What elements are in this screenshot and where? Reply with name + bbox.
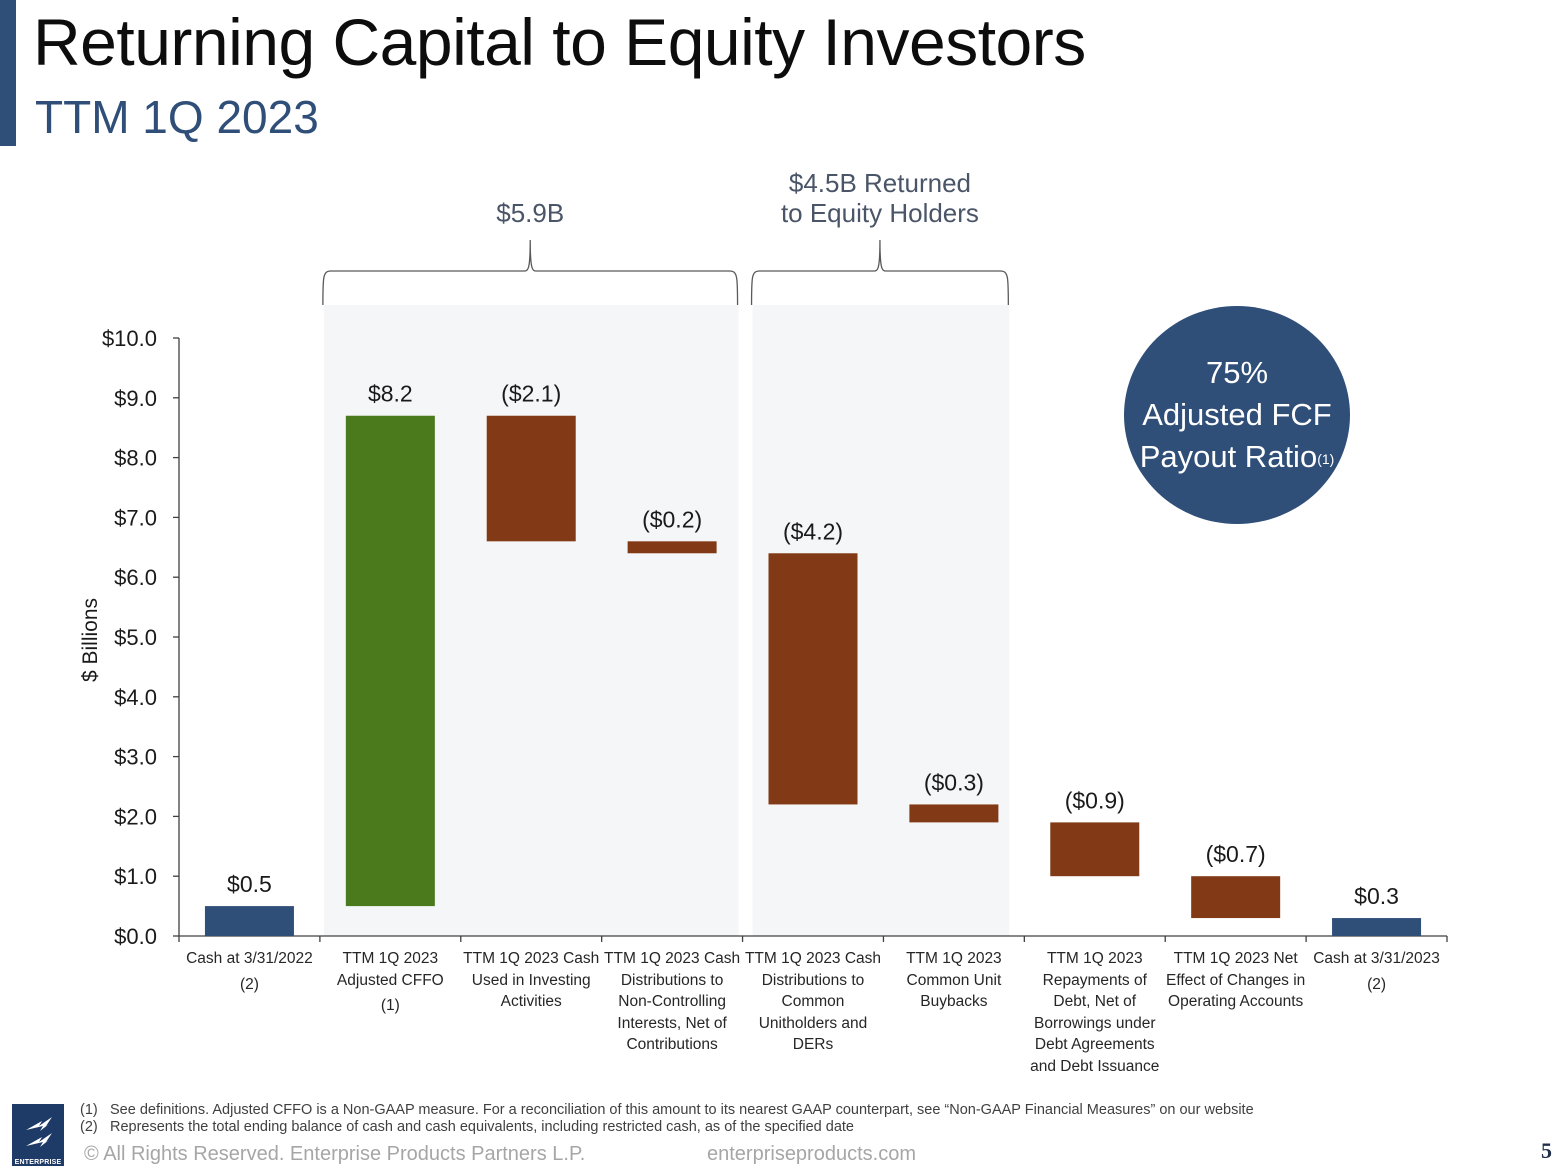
y-tick-label: $7.0	[114, 505, 157, 530]
x-axis-label: Cash at 3/31/2023 (2)	[1313, 950, 1440, 993]
data-labels: $0.5 $8.2 ($2.1) ($0.2) ($4.2) ($0.3) ($0.9) ($…	[227, 381, 1399, 909]
x-axis-label: TTM 1Q 2023 Cash Distributions to Common Un…	[744, 950, 882, 1053]
y-tick-label: $0.0	[114, 924, 157, 949]
website-link[interactable]: enterpriseproducts.com	[707, 1143, 916, 1165]
y-tick-label: $6.0	[114, 565, 157, 590]
data-label: ($4.2)	[783, 518, 843, 544]
x-axis-label: TTM 1Q 2023 Repayments of Debt, Net of Borr…	[1030, 950, 1160, 1075]
bar-decrease	[1050, 822, 1140, 877]
payout-ratio-callout: 75% Adjusted FCF Payout Ratio(1)	[1124, 306, 1350, 524]
bracket-icon	[322, 239, 739, 306]
lightning-bolt-icon	[26, 1117, 52, 1147]
x-axis-label: Cash at 3/31/2022 (2)	[186, 950, 313, 993]
y-tick-label: $8.0	[114, 446, 157, 471]
data-label: ($0.2)	[642, 506, 702, 532]
y-tick-label: $9.0	[114, 386, 157, 411]
bar-decrease	[909, 804, 999, 823]
payout-ratio-label-1: Adjusted FCF	[1142, 397, 1332, 432]
data-label: $0.3	[1354, 883, 1399, 909]
payout-ratio-label-2: Payout Ratio(1)	[1139, 439, 1335, 474]
page-subtitle: TTM 1Q 2023	[35, 91, 319, 143]
y-tick-label: $4.0	[114, 685, 157, 710]
page-title: Returning Capital to Equity Investors	[33, 5, 1086, 79]
bar-total	[1332, 918, 1422, 936]
bracket-icon	[750, 239, 1009, 306]
bar-decrease	[627, 541, 717, 554]
x-axis-label: TTM 1Q 2023 Cash Distributions to Non-Cont…	[604, 950, 741, 1053]
data-label: $0.5	[227, 871, 272, 897]
bracket-annotations	[322, 239, 1009, 306]
bar-decrease	[1191, 876, 1281, 919]
bracket-label: $4.5B Returned to Equity Holders	[780, 168, 979, 228]
footnote-ref: (1)	[1317, 451, 1335, 467]
data-label: ($0.3)	[924, 769, 984, 795]
data-label: $8.2	[368, 381, 413, 407]
waterfall-chart: $0.0 $1.0 $2.0 $3.0 $4.0 $5.0 $6.0 $7.0 $8.0 $9.0…	[79, 239, 1448, 949]
y-tick-label: $10.0	[102, 326, 157, 351]
x-axis-label: TTM 1Q 2023 Adjusted CFFO (1)	[336, 950, 444, 1014]
footnotes: (1) See definitions. Adjusted CFFO is a N…	[80, 1102, 1254, 1136]
data-label: ($0.9)	[1065, 787, 1125, 813]
copyright-text: © All Rights Reserved. Enterprise Produc…	[84, 1143, 586, 1165]
bar-total	[204, 906, 294, 936]
x-axis-label: TTM 1Q 2023 Common Unit Buybacks	[906, 950, 1002, 1010]
x-axis-label: TTM 1Q 2023 Net Effect of Changes in Opera…	[1166, 950, 1306, 1010]
y-tick-label: $3.0	[114, 745, 157, 770]
y-tick-label: $1.0	[114, 864, 157, 889]
page-number: 5	[1541, 1138, 1552, 1163]
enterprise-logo: ENTERPRISE	[12, 1104, 64, 1166]
footnote-1: (1) See definitions. Adjusted CFFO is a N…	[80, 1102, 1254, 1118]
bracket-label: $5.9B	[496, 198, 565, 228]
data-label: ($2.1)	[501, 381, 561, 407]
payout-ratio-value: 75%	[1205, 355, 1269, 390]
y-tick-label: $5.0	[114, 625, 157, 650]
bar-increase	[345, 415, 435, 907]
x-axis-label: TTM 1Q 2023 Cash Used in Investing Activit…	[463, 950, 600, 1010]
chart-axes: $0.0 $1.0 $2.0 $3.0 $4.0 $5.0 $6.0 $7.0 $8.0 $9.0…	[79, 326, 1448, 949]
chart-bars	[204, 415, 1422, 936]
bar-decrease	[486, 415, 576, 542]
y-tick-label: $2.0	[114, 804, 157, 829]
title-accent-bar	[0, 0, 16, 146]
footnote-2: (2) Represents the total ending balance o…	[80, 1119, 854, 1135]
y-axis-title: $ Billions	[79, 598, 102, 682]
data-label: ($0.7)	[1206, 841, 1266, 867]
bar-decrease	[768, 553, 858, 805]
logo-text: ENTERPRISE	[14, 1159, 62, 1166]
